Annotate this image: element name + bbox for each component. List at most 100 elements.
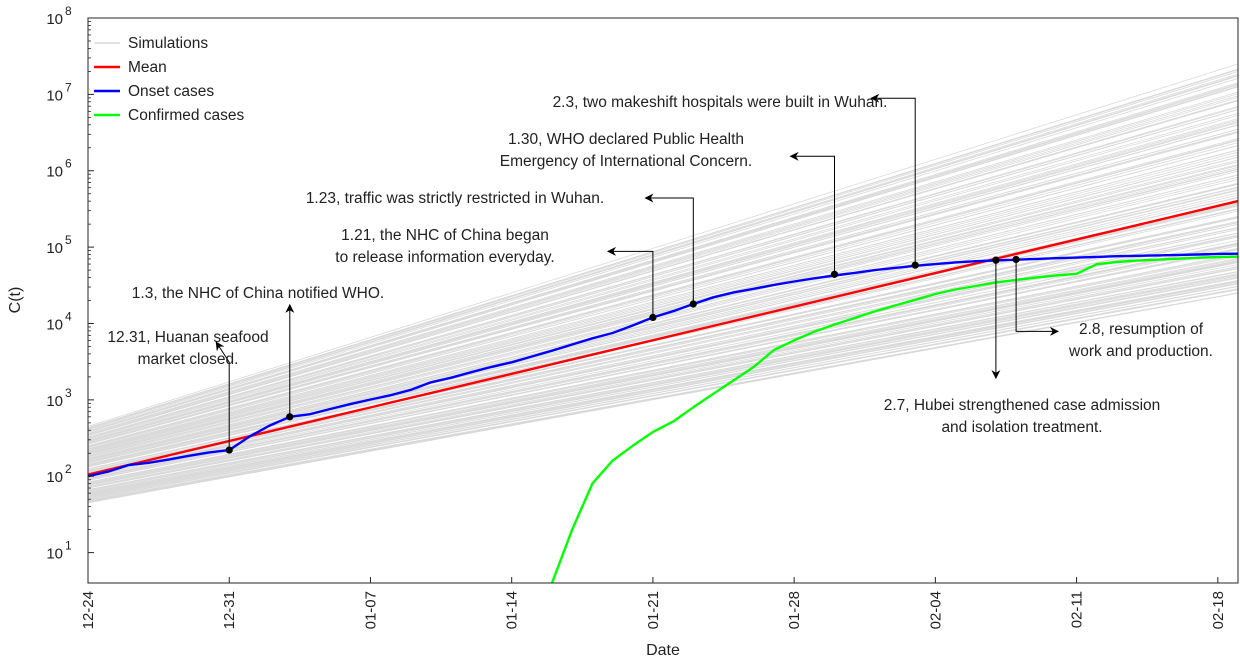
simulation-line: [88, 119, 1238, 442]
annotation-marker: [689, 300, 697, 308]
x-tick-label: 02-04: [927, 591, 944, 629]
simulation-line: [88, 288, 1238, 499]
legend-label: Mean: [128, 59, 167, 76]
simulation-line: [88, 281, 1238, 495]
y-tick-label: 10: [46, 546, 63, 563]
y-tick-exponent: 3: [65, 386, 72, 400]
simulation-line: [88, 266, 1238, 488]
y-tick-exponent: 2: [65, 462, 72, 476]
simulation-line: [88, 232, 1238, 475]
y-tick-label: 10: [46, 316, 63, 333]
simulation-line: [88, 154, 1238, 451]
simulation-line: [88, 274, 1238, 492]
annotation-marker: [286, 413, 294, 421]
simulation-line: [88, 248, 1238, 481]
annotation-arrow: [644, 193, 694, 304]
y-tick-label: 10: [46, 87, 63, 104]
simulation-line: [88, 289, 1238, 500]
legend: Simulations Mean Onset cases Confirmed case…: [94, 35, 245, 124]
x-tick-label: 01-14: [504, 591, 521, 629]
simulation-line: [88, 149, 1238, 450]
annotation-arrow: [607, 246, 654, 318]
simulation-line: [88, 234, 1238, 476]
x-tick-label: 02-11: [1069, 591, 1086, 628]
y-tick-exponent: 1: [65, 539, 72, 553]
simulation-line: [88, 128, 1238, 444]
simulation-line: [88, 71, 1238, 429]
simulation-line: [88, 273, 1238, 491]
simulation-line: [88, 118, 1238, 441]
simulation-line: [88, 182, 1238, 459]
simulation-line: [88, 122, 1238, 442]
annotation-text: 2.8, resumption of: [1079, 321, 1204, 338]
simulation-line: [88, 156, 1238, 452]
annotation-text: to release information everyday.: [335, 249, 554, 266]
simulation-line: [88, 249, 1238, 481]
simulation-line: [88, 132, 1238, 445]
simulation-line: [88, 73, 1238, 430]
simulation-line: [88, 68, 1238, 429]
x-tick-label: 01-07: [362, 591, 379, 629]
simulation-line: [88, 189, 1238, 461]
simulation-line: [88, 97, 1238, 436]
series-line-confirmed-cases: [550, 255, 1238, 583]
legend-label: Onset cases: [128, 83, 214, 100]
simulation-line: [88, 159, 1238, 453]
y-tick-label: 10: [46, 164, 63, 181]
x-tick-label: 12-31: [221, 591, 238, 629]
simulation-line: [88, 281, 1238, 496]
simulation-line: [88, 275, 1238, 492]
simulation-line: [88, 83, 1238, 432]
y-tick-label: 10: [46, 240, 63, 257]
simulation-line: [88, 168, 1238, 455]
simulation-line: [88, 264, 1238, 488]
simulation-line: [88, 121, 1238, 442]
annotation-text: 1.23, traffic was strictly restricted in…: [306, 190, 604, 207]
simulation-line: [88, 245, 1238, 480]
annotation-marker: [649, 313, 657, 322]
simulation-line: [88, 106, 1238, 438]
simulation-line: [88, 164, 1238, 454]
annotation-arrow: [870, 93, 916, 266]
legend-label: Confirmed cases: [128, 107, 245, 124]
simulation-line: [88, 192, 1238, 462]
series-layer: [88, 199, 1238, 583]
simulation-line: [88, 109, 1238, 439]
annotation-text: 1.30, WHO declared Public Health: [508, 131, 744, 148]
simulation-line: [88, 280, 1238, 494]
simulation-line: [88, 63, 1238, 427]
annotation-text: 1.21, the NHC of China began: [341, 227, 549, 244]
series-line-onset-cases: [88, 252, 1238, 478]
simulation-line: [88, 260, 1238, 486]
annotation-text: 2.7, Hubei strengthened case admission: [884, 397, 1161, 414]
annotation-text: and isolation treatment.: [941, 419, 1102, 436]
simulation-line: [88, 292, 1238, 501]
annotation-text: work and production.: [1068, 343, 1213, 360]
simulation-line: [88, 140, 1238, 447]
y-tick-exponent: 7: [65, 80, 72, 94]
y-tick-label: 10: [46, 469, 63, 486]
y-tick-label: 10: [46, 11, 63, 28]
annotation-text: Emergency of International Concern.: [500, 153, 752, 170]
simulation-line: [88, 99, 1238, 437]
series-line-mean: [88, 199, 1238, 476]
simulation-line: [88, 196, 1238, 464]
axis-ticks: 12-24 12-31 01-07 01-14 01-21 01-28 02-04 02-11…: [46, 4, 1227, 629]
simulation-line: [88, 138, 1238, 447]
simulation-line: [88, 179, 1238, 458]
simulation-line: [88, 283, 1238, 496]
annotation-marker: [992, 256, 1000, 264]
simulation-line: [88, 93, 1238, 435]
simulation-line: [88, 286, 1238, 498]
y-axis-title: C(t): [7, 287, 24, 314]
annotation-text: 2.3, two makeshift hospitals were built …: [553, 94, 888, 111]
annotations: 12.31, Huanan seafood market closed. 1.3, …: [107, 93, 1213, 454]
simulation-line: [88, 124, 1238, 443]
annotation-text: 12.31, Huanan seafood: [107, 329, 268, 346]
y-tick-label: 10: [46, 393, 63, 410]
simulation-line: [88, 261, 1238, 486]
simulation-line: [88, 113, 1238, 440]
simulation-line: [88, 161, 1238, 453]
simulation-line: [88, 229, 1238, 474]
